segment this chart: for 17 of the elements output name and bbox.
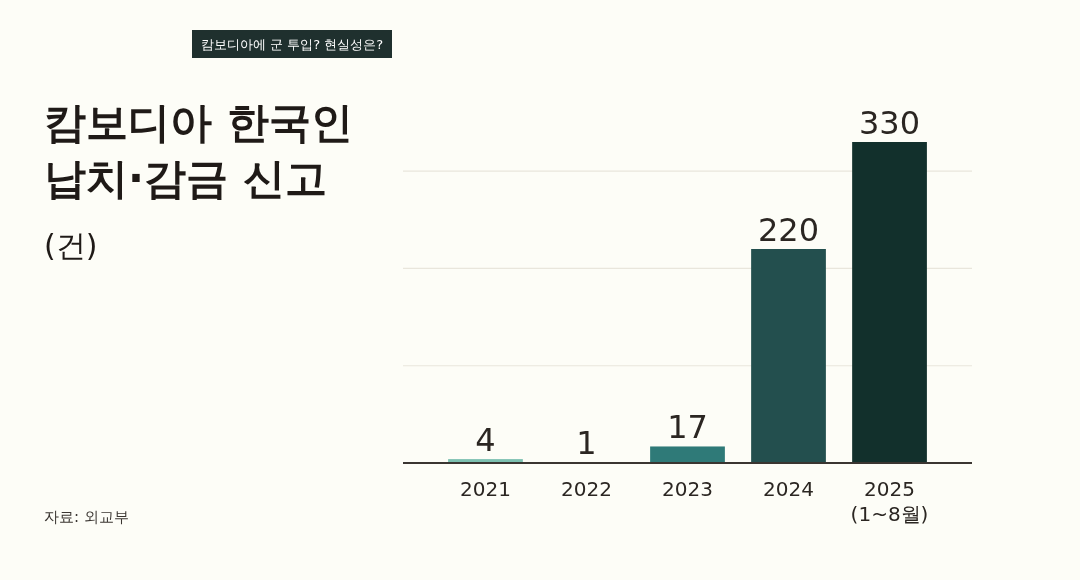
x-tick-label: 2021 — [460, 477, 511, 501]
data-label: 17 — [667, 408, 708, 447]
x-tick-label: 2022 — [561, 477, 612, 501]
data-label: 330 — [858, 104, 921, 142]
text: 자료: 외교부 — [44, 508, 129, 526]
data-label: 220 — [757, 211, 820, 249]
bar — [751, 249, 826, 463]
text: (건) — [44, 228, 98, 263]
chart-title: 캄보디아 한국인 납치·감금 신고 — [44, 98, 353, 203]
bar — [650, 446, 725, 463]
data-label: 1 — [576, 424, 597, 463]
bar — [852, 142, 927, 463]
x-tick-label: 2024 — [763, 477, 814, 501]
x-tick-label: 2023 — [662, 477, 713, 501]
text: 캄보디아에 군 투입? 현실성은? — [200, 37, 384, 52]
data-label: 4 — [475, 421, 496, 460]
x-tick-label: 2025 (1~8월) — [850, 477, 929, 526]
